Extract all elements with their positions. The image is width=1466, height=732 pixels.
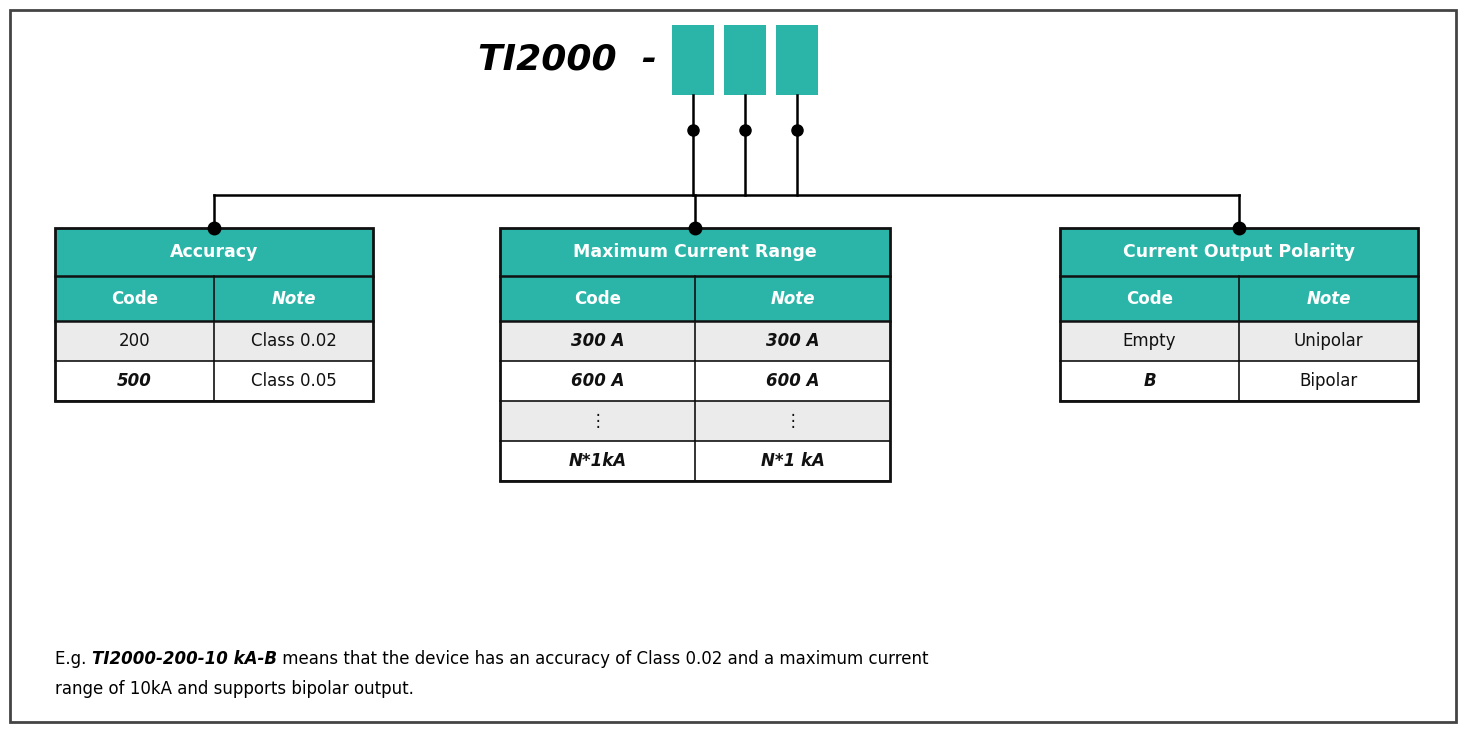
Text: 500: 500	[117, 372, 152, 390]
Text: TI2000  -: TI2000 -	[478, 43, 657, 77]
Bar	[500, 276, 890, 321]
Text: ⋮: ⋮	[589, 412, 605, 430]
Bar	[500, 228, 890, 481]
Text: range of 10kA and supports bipolar output.: range of 10kA and supports bipolar outpu…	[56, 680, 413, 698]
Bar	[56, 321, 372, 361]
Bar	[56, 228, 372, 276]
Text: TI2000-200-10 kA-B: TI2000-200-10 kA-B	[91, 650, 277, 668]
Bar	[500, 361, 890, 401]
Text: Empty: Empty	[1123, 332, 1176, 350]
Bar	[1060, 276, 1418, 321]
Text: Class 0.05: Class 0.05	[251, 372, 336, 390]
Text: Accuracy: Accuracy	[170, 243, 258, 261]
Bar	[1060, 321, 1418, 361]
Text: Maximum Current Range: Maximum Current Range	[573, 243, 817, 261]
Bar	[724, 25, 767, 95]
Text: Class 0.02: Class 0.02	[251, 332, 336, 350]
Bar	[56, 228, 372, 401]
Text: Code: Code	[575, 289, 622, 307]
Bar	[776, 25, 818, 95]
Bar	[500, 228, 890, 276]
Bar	[1060, 228, 1418, 401]
Text: Note: Note	[1306, 289, 1350, 307]
Text: ⋮: ⋮	[784, 412, 800, 430]
Text: Code: Code	[1126, 289, 1173, 307]
Text: Unipolar: Unipolar	[1293, 332, 1363, 350]
Bar	[500, 228, 890, 481]
Text: 300 A: 300 A	[765, 332, 819, 350]
Bar	[56, 276, 372, 321]
Text: Bipolar: Bipolar	[1299, 372, 1358, 390]
Bar	[1060, 361, 1418, 401]
Bar	[500, 441, 890, 481]
Text: N*1kA: N*1kA	[569, 452, 626, 470]
Bar	[1060, 228, 1418, 276]
Text: 200: 200	[119, 332, 151, 350]
Bar	[56, 228, 372, 401]
Text: means that the device has an accuracy of Class 0.02 and a maximum current: means that the device has an accuracy of…	[277, 650, 928, 668]
Text: Note: Note	[770, 289, 815, 307]
Bar	[500, 401, 890, 441]
Bar	[56, 361, 372, 401]
Bar	[1060, 228, 1418, 401]
Text: 600 A: 600 A	[570, 372, 625, 390]
Text: B: B	[1143, 372, 1155, 390]
Text: Note: Note	[271, 289, 315, 307]
Text: Code: Code	[111, 289, 158, 307]
Text: Current Output Polarity: Current Output Polarity	[1123, 243, 1355, 261]
Bar	[671, 25, 714, 95]
Text: E.g.: E.g.	[56, 650, 91, 668]
Bar	[500, 321, 890, 361]
Text: N*1 kA: N*1 kA	[761, 452, 824, 470]
Text: 300 A: 300 A	[570, 332, 625, 350]
Text: 600 A: 600 A	[765, 372, 819, 390]
